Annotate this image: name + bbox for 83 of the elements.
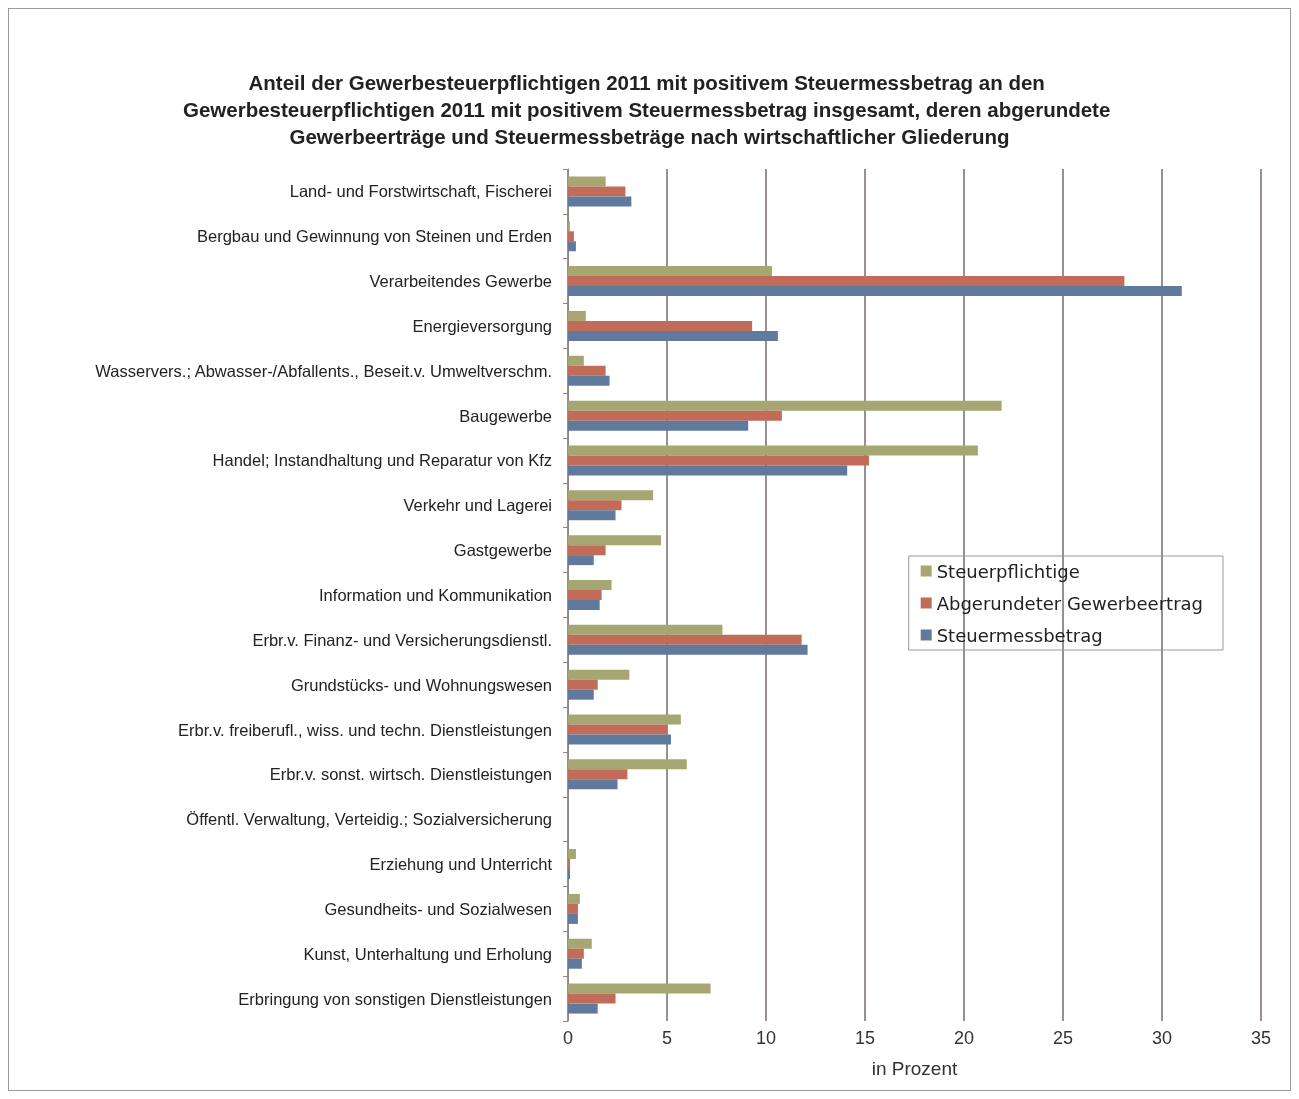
x-tick-label: 10 <box>755 1028 777 1048</box>
x-tick-label: 25 <box>1052 1028 1074 1048</box>
bar <box>568 580 612 590</box>
y-tick-label: Wasservers.; Abwasser-/Abfallents., Beseit.v. Umweltverschm. <box>95 361 552 380</box>
y-tick-label: Energieversorgung <box>412 316 552 335</box>
y-tick-label: Erziehung und Unterricht <box>369 855 553 874</box>
y-tick-label: Gesundheits- und Sozialwesen <box>324 899 552 918</box>
bar <box>568 958 582 969</box>
bar <box>568 186 626 197</box>
bar <box>568 445 978 456</box>
legend-label: Steuerpflichtige <box>936 560 1080 582</box>
x-tick-label: 35 <box>1250 1028 1272 1048</box>
y-tick-label: Baugewerbe <box>459 406 552 425</box>
y-tick-label: Bergbau und Gewinnung von Steinen und Erden <box>196 227 552 246</box>
y-tick-label: Erbr.v. freiberufl., wiss. und techn. Dienstleistungen <box>178 720 552 739</box>
y-tick-label: Kunst, Unterhaltung und Erholung <box>303 944 552 963</box>
bar <box>568 231 574 242</box>
bar <box>568 286 1182 297</box>
bar <box>568 983 711 994</box>
bar <box>568 241 576 252</box>
bar <box>568 420 749 431</box>
chart-title: Anteil der Gewerbesteuerpflichtigen 2011 mit positivem Steuermessbetrag an den Gewerbesteuerpflichtigen 2011 mit positivem Steuermessbetrag insgesamt, deren abgerundete Gewerbeerträge und Steuermessbeträge nach wirtschaftlicher Gliederung <box>182 71 1117 148</box>
bar <box>568 759 687 770</box>
bar <box>568 714 681 725</box>
y-tick-label: Land- und Forstwirtschaft, Fischerei <box>289 182 552 201</box>
bar <box>568 769 628 780</box>
bar <box>568 266 772 277</box>
bar <box>568 555 594 566</box>
y-tick-label: Erbringung von sonstigen Dienstleistungen <box>238 989 552 1008</box>
bar <box>568 669 630 680</box>
bar <box>568 689 594 700</box>
bar <box>568 779 618 790</box>
bar <box>568 465 848 476</box>
bar <box>568 644 808 655</box>
bar <box>568 938 592 949</box>
bar <box>568 500 622 511</box>
bar <box>568 903 578 914</box>
y-tick-label: Information und Kommunikation <box>319 586 552 604</box>
bar <box>568 893 580 904</box>
bar <box>568 1003 598 1014</box>
y-tick-label: Verkehr und Lagerei <box>403 496 552 515</box>
legend-label: Abgerundeter Gewerbeertrag <box>936 592 1204 614</box>
legend-label: Steuermessbetrag <box>936 624 1103 646</box>
bar <box>568 679 598 690</box>
y-tick-label: Grundstücks- und Wohnungswesen <box>290 675 552 694</box>
x-tick-label: 0 <box>562 1028 574 1048</box>
y-tick-label: Erbr.v. sonst. wirtsch. Dienstleistungen <box>269 765 552 784</box>
bar <box>568 365 606 376</box>
bar <box>568 410 782 421</box>
bar <box>568 913 578 924</box>
y-tick-label: Verarbeitendes Gewerbe <box>369 272 552 291</box>
bar <box>568 634 802 645</box>
bar <box>568 400 1002 411</box>
bar <box>568 948 584 959</box>
x-axis-title: in Prozent <box>871 1058 958 1079</box>
y-tick-label: Erbr.v. Finanz- und Versicherungsdienstl. <box>252 630 552 649</box>
bar <box>568 724 667 735</box>
y-tick-label: Handel; Instandhaltung und Reparatur von Kfz <box>212 451 552 470</box>
bar <box>568 320 753 331</box>
y-tick-label: Öffentl. Verwaltung, Verteidig.; Sozialversicherung <box>186 810 552 829</box>
bar <box>568 310 586 321</box>
bar <box>568 510 616 521</box>
bar <box>568 734 671 745</box>
bar <box>568 545 606 556</box>
bar <box>568 624 723 635</box>
bar <box>568 196 632 207</box>
bar <box>568 490 654 501</box>
bar <box>568 849 576 860</box>
bar <box>568 600 600 610</box>
bar <box>568 993 616 1004</box>
bar <box>568 535 662 546</box>
x-tick-label: 30 <box>1151 1028 1173 1048</box>
bar <box>568 276 1125 287</box>
bar <box>568 455 869 466</box>
x-tick-label: 5 <box>661 1028 673 1048</box>
bar <box>568 590 602 600</box>
bar <box>568 176 606 187</box>
x-tick-label: 15 <box>854 1028 876 1048</box>
bar <box>568 375 610 386</box>
bar <box>568 355 584 366</box>
bar <box>568 330 778 341</box>
x-tick-label: 20 <box>953 1028 975 1048</box>
y-tick-label: Gastgewerbe <box>453 541 552 560</box>
